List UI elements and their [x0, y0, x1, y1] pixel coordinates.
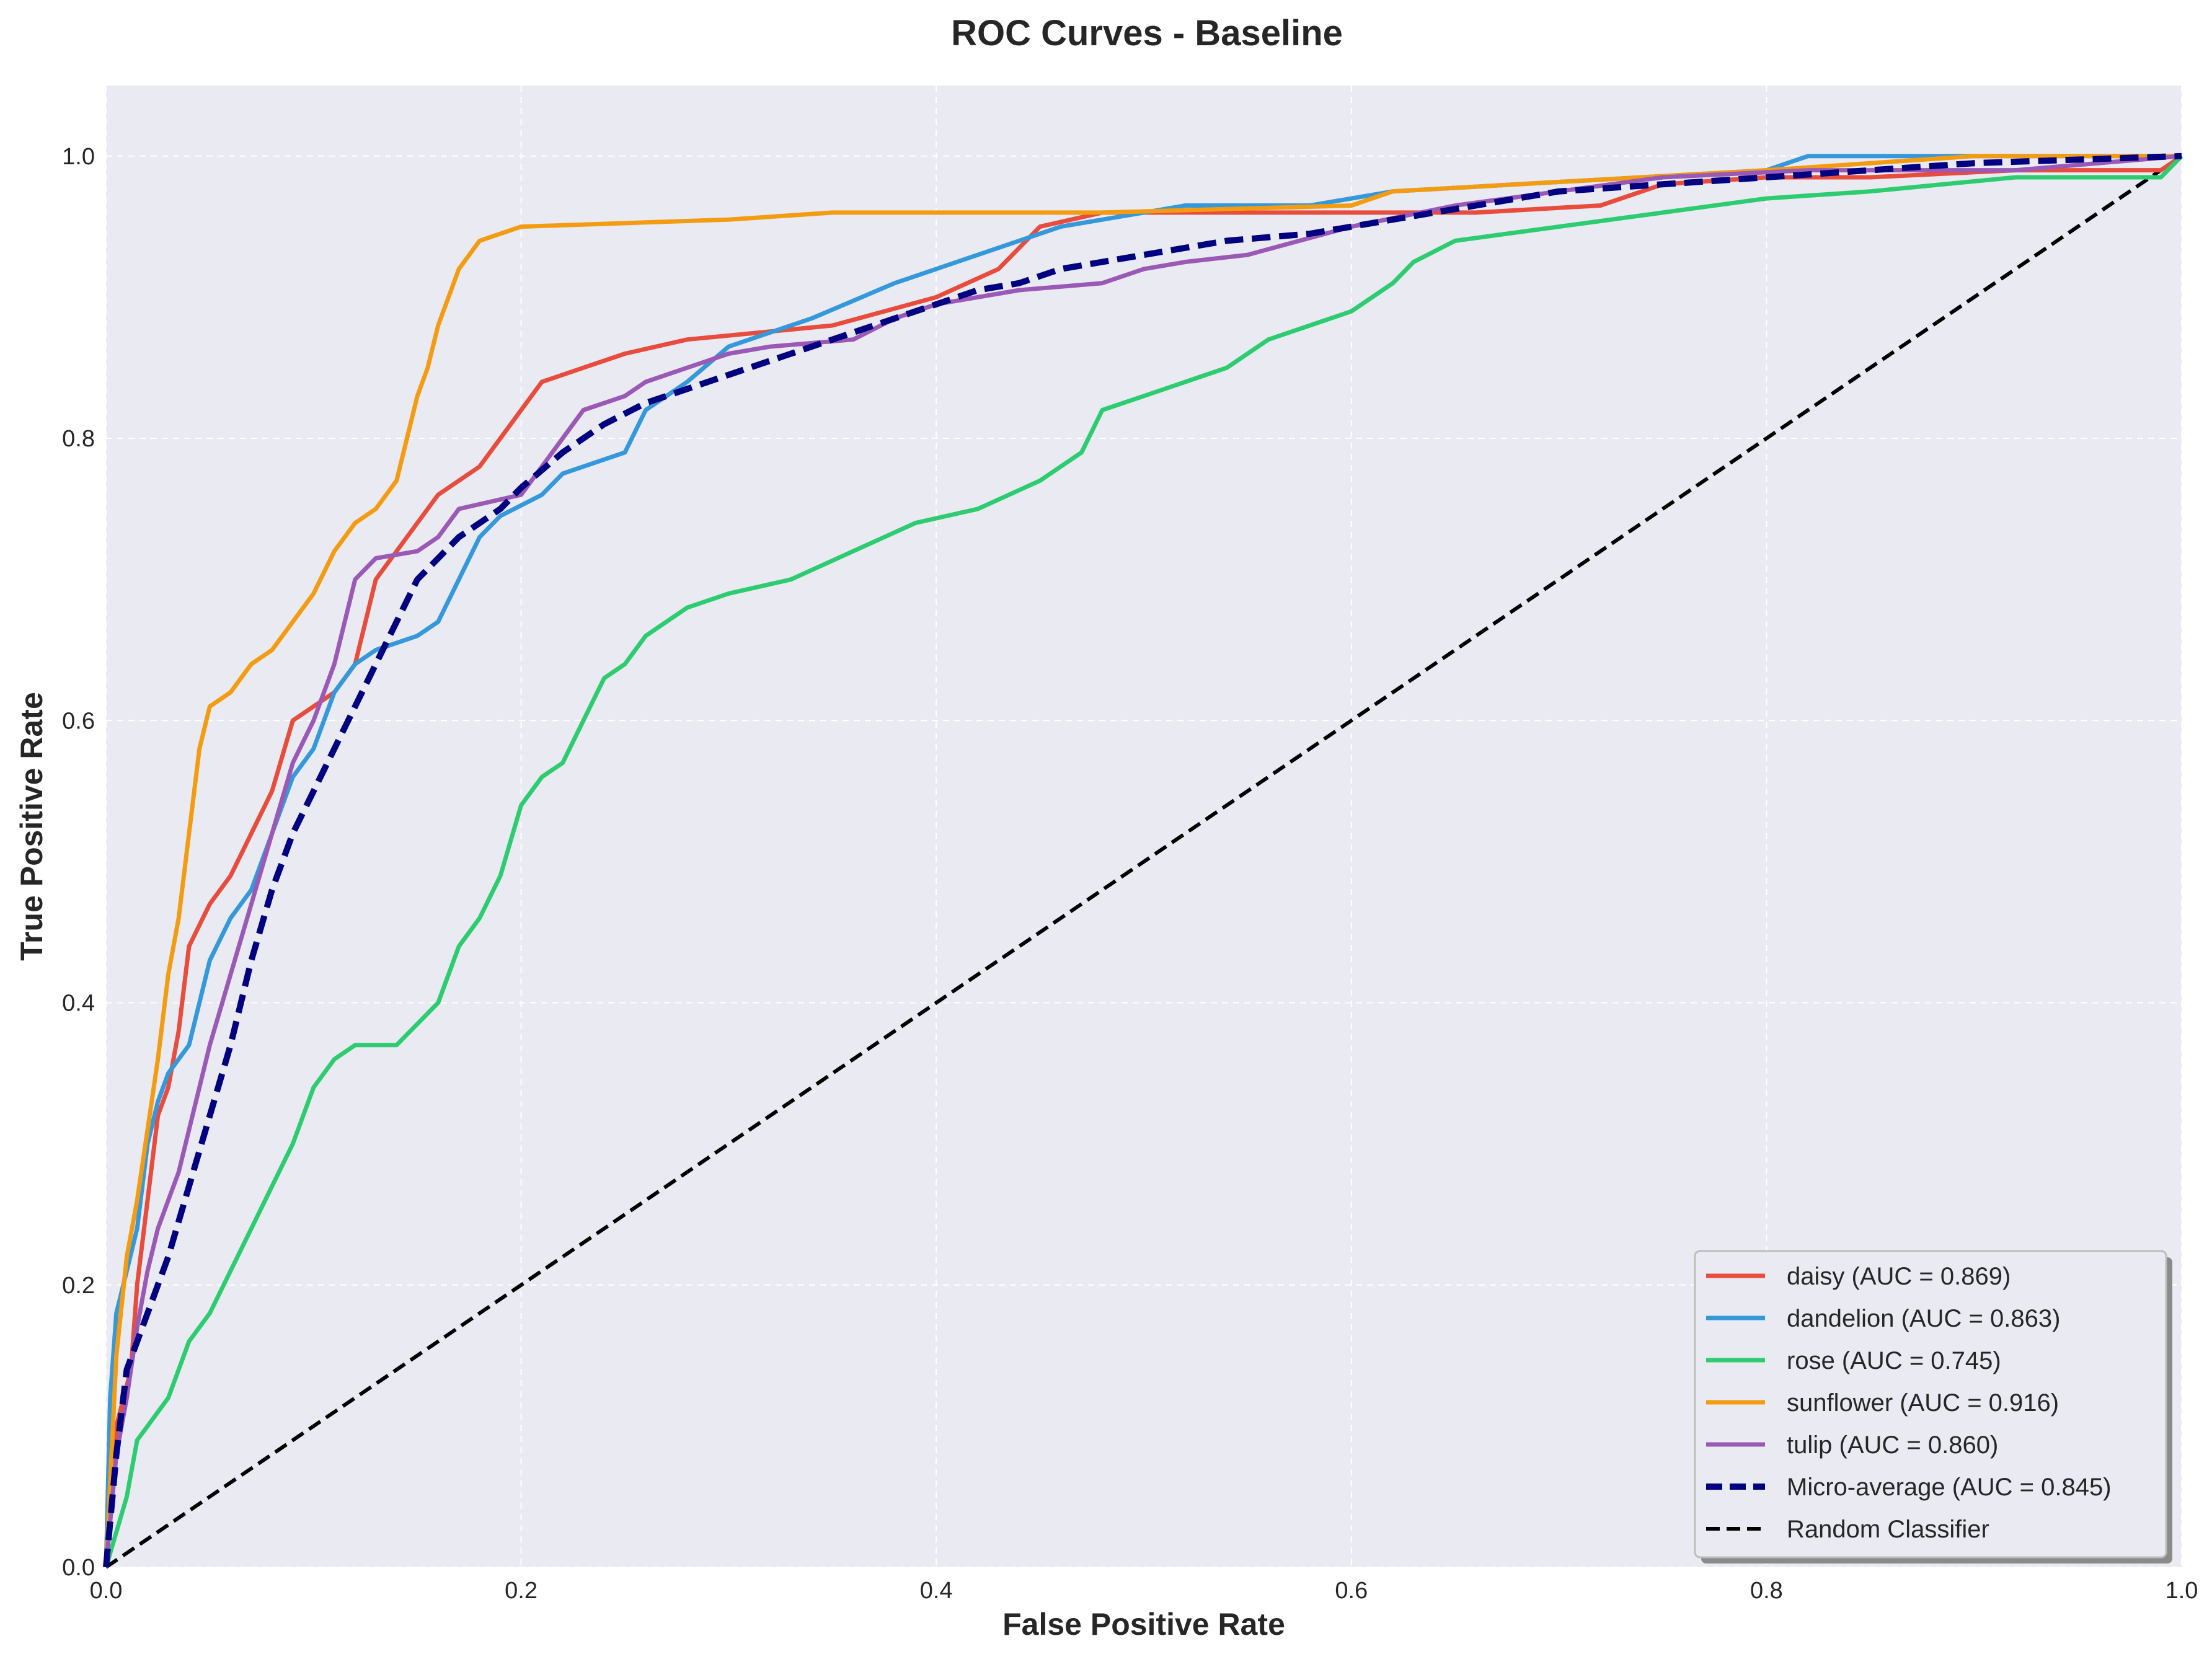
x-tick-label: 0.2 [505, 1578, 538, 1604]
y-tick-labels: 0.0 0.2 0.4 0.6 0.8 1.0 [62, 144, 95, 1581]
x-tick-label: 1.0 [2166, 1578, 2198, 1604]
legend-label: sunflower (AUC = 0.916) [1787, 1389, 2059, 1417]
series-lines [103, 153, 2183, 1569]
legend-label: daisy (AUC = 0.869) [1787, 1263, 2011, 1290]
legend-label: tulip (AUC = 0.860) [1787, 1431, 1998, 1459]
legend-items: daisy (AUC = 0.869) dandelion (AUC = 0.86… [1706, 1263, 2112, 1543]
y-tick-label: 0.6 [62, 708, 95, 734]
chart-title: ROC Curves - Baseline [951, 13, 1343, 53]
y-tick-label: 0.2 [62, 1273, 95, 1299]
legend-label: Random Classifier [1787, 1516, 1989, 1543]
series-line [103, 153, 2182, 1568]
y-tick-label: 0.4 [62, 991, 95, 1017]
legend-label: rose (AUC = 0.745) [1787, 1347, 2001, 1374]
legend: daisy (AUC = 0.869) dandelion (AUC = 0.86… [1694, 1250, 2172, 1563]
legend-label: dandelion (AUC = 0.863) [1787, 1305, 2060, 1332]
x-tick-label: 0.8 [1750, 1578, 1783, 1604]
series-line [105, 154, 2183, 1569]
x-axis-label: False Positive Rate [1002, 1607, 1285, 1642]
series-line [104, 154, 2183, 1568]
series-line [104, 154, 2182, 1568]
y-tick-label: 1.0 [62, 144, 95, 170]
x-tick-labels: 0.0 0.2 0.4 0.6 0.8 1.0 [90, 1578, 2198, 1604]
y-tick-label: 0.8 [62, 426, 95, 452]
x-tick-label: 0.4 [920, 1578, 953, 1604]
series-line [104, 154, 2183, 1568]
legend-label: Micro-average (AUC = 0.845) [1787, 1474, 2112, 1501]
y-tick-label: 0.0 [62, 1555, 95, 1581]
legend-box [1694, 1250, 2167, 1559]
y-axis-label: True Positive Rate [14, 692, 49, 961]
x-tick-label: 0.6 [1335, 1578, 1368, 1604]
x-tick-label: 0.0 [90, 1578, 123, 1604]
